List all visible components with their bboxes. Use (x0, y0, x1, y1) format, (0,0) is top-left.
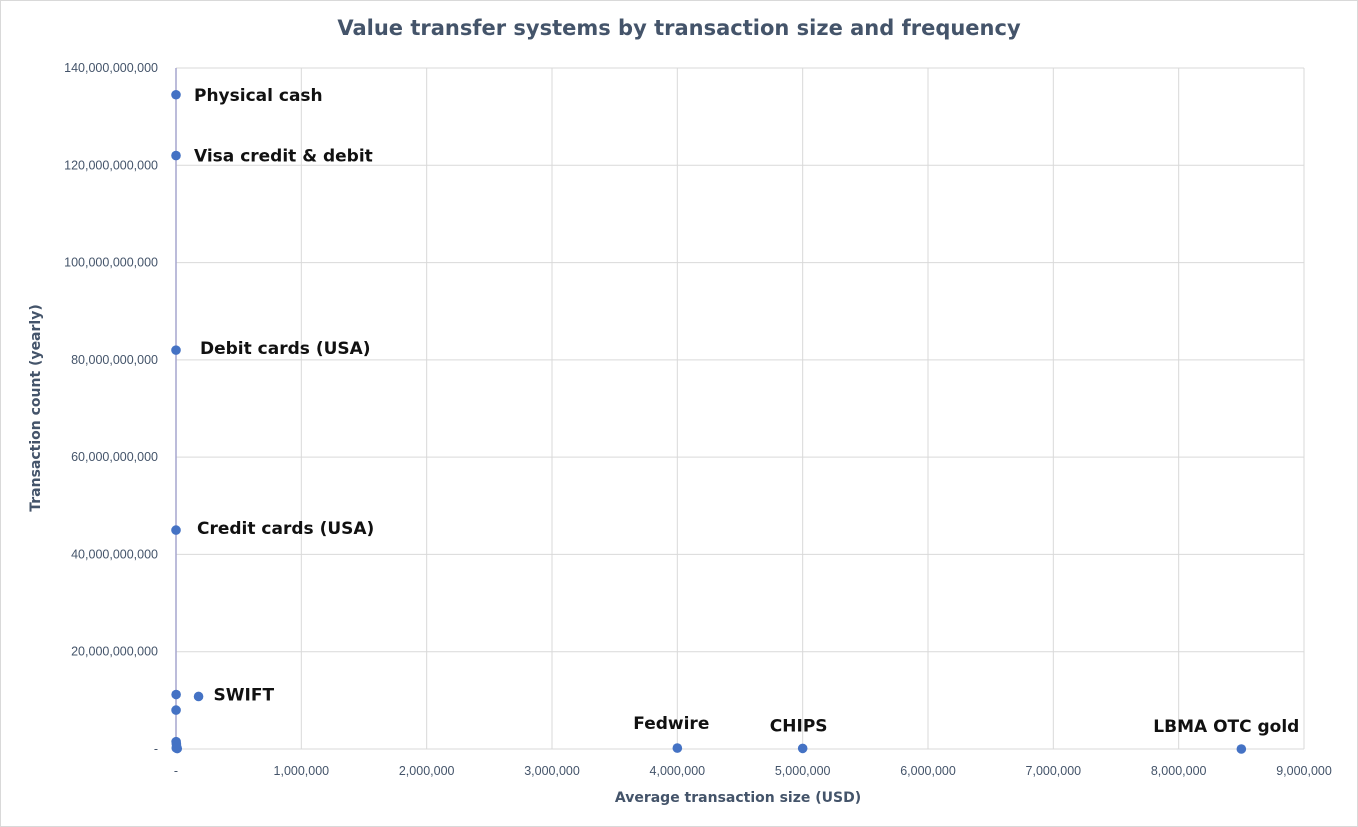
point-label: Credit cards (USA) (197, 519, 374, 539)
y-tick-label: 140,000,000,000 (64, 61, 158, 75)
x-tick-label: 8,000,000 (1151, 764, 1207, 778)
x-tick-label: 1,000,000 (274, 764, 330, 778)
axes (175, 68, 1304, 750)
y-tick-label: 20,000,000,000 (71, 645, 158, 659)
data-point (797, 743, 808, 754)
data-points (171, 89, 1247, 754)
point-label: SWIFT (214, 685, 275, 705)
point-label: Debit cards (USA) (200, 339, 371, 359)
point-label: Physical cash (194, 86, 323, 106)
data-point (171, 89, 181, 100)
point-label: Fedwire (633, 714, 709, 734)
tick-labels: - 20,000,000,000 40,000,000,000 60,000,000,… (64, 61, 1332, 778)
x-tick-label: 9,000,000 (1276, 764, 1332, 778)
data-point (193, 691, 204, 702)
data-point (172, 743, 183, 754)
point-label: Visa credit & debit (194, 147, 373, 167)
point-label: CHIPS (770, 716, 828, 736)
y-tick-label: 100,000,000,000 (64, 256, 158, 270)
point-label: LBMA OTC gold (1153, 717, 1299, 737)
x-tick-label: - (174, 764, 178, 778)
data-point (672, 743, 683, 753)
chart-title: Value transfer systems by transaction si… (337, 16, 1021, 40)
data-point (171, 345, 181, 355)
x-tick-label: 7,000,000 (1026, 764, 1082, 778)
data-point (171, 705, 181, 715)
y-axis-title: Transaction count (yearly) (28, 304, 44, 511)
y-tick-label: 80,000,000,000 (71, 353, 158, 367)
x-axis-title: Average transaction size (USD) (615, 790, 861, 806)
y-tick-label: 60,000,000,000 (71, 450, 158, 464)
data-point (1236, 744, 1247, 754)
x-tick-label: 6,000,000 (900, 764, 956, 778)
x-tick-label: 3,000,000 (524, 764, 580, 778)
point-labels: Physical cash Visa credit & debit Debit ca… (194, 86, 1299, 737)
x-tick-label: 4,000,000 (650, 764, 706, 778)
x-tick-label: 2,000,000 (399, 764, 455, 778)
grid-lines (176, 67, 1305, 749)
y-tick-label: 120,000,000,000 (64, 158, 158, 172)
x-tick-label: 5,000,000 (775, 764, 831, 778)
data-point (171, 525, 181, 535)
y-tick-label: 40,000,000,000 (71, 547, 158, 561)
data-point (171, 689, 181, 700)
data-point (171, 150, 181, 161)
y-tick-label: - (154, 742, 158, 756)
